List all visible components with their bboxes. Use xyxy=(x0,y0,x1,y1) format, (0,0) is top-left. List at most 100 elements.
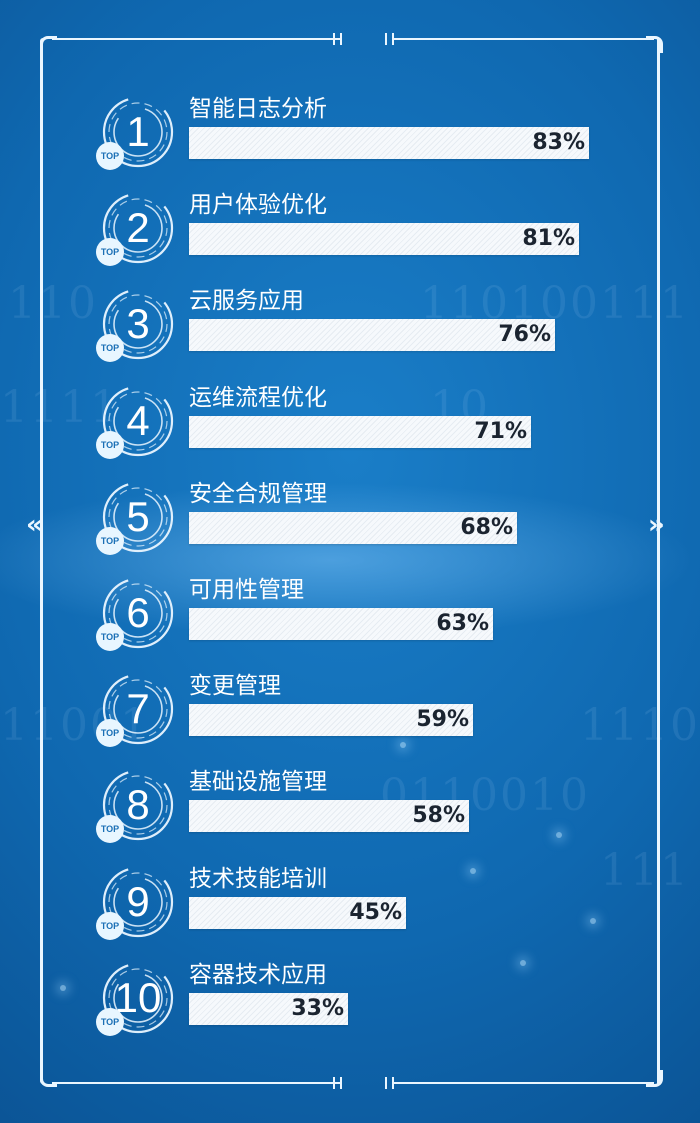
rank-item-3: 3 TOP 云服务应用 76% xyxy=(0,286,700,382)
value-bar: 68% xyxy=(189,511,517,544)
top-tag: TOP xyxy=(96,1007,124,1036)
rank-badge: 5 TOP xyxy=(96,481,174,557)
frame-corner xyxy=(646,36,663,53)
rank-badge: 3 TOP xyxy=(96,288,174,364)
rank-badge: 6 TOP xyxy=(96,577,174,653)
rank-number: 3 xyxy=(126,300,150,348)
value-label: 45% xyxy=(349,899,402,925)
background-digits: 11001 xyxy=(0,700,150,751)
category-label: 智能日志分析 xyxy=(189,96,327,122)
frame-left-edge xyxy=(40,38,43,1084)
top-tag: TOP xyxy=(96,911,124,940)
badge-ring-icon xyxy=(102,866,174,937)
background-glow xyxy=(60,985,66,991)
badge-ring-icon xyxy=(102,770,174,841)
rank-badge: 4 TOP xyxy=(96,385,174,461)
frame-tick xyxy=(340,33,342,45)
frame-tick xyxy=(333,1077,335,1089)
rank-number: 4 xyxy=(126,396,150,444)
badge-ring-icon xyxy=(102,385,174,456)
rank-item-9: 9 TOP 技术技能培训 45% xyxy=(0,864,700,960)
rank-number: 5 xyxy=(126,492,150,540)
value-label: 68% xyxy=(460,514,513,540)
rank-badge: 9 TOP xyxy=(96,866,174,942)
badge-ring-icon xyxy=(102,577,174,649)
value-bar: 58% xyxy=(189,800,469,833)
value-bar: 63% xyxy=(189,608,493,640)
category-label: 安全合规管理 xyxy=(189,480,327,507)
frame-corner xyxy=(40,1070,57,1087)
value-label: 63% xyxy=(436,611,489,636)
rank-item-4: 4 TOP 运维流程优化 71% xyxy=(0,383,700,479)
rank-item-8: 8 TOP 基础设施管理 58% xyxy=(0,767,700,863)
category-label: 技术技能培训 xyxy=(189,865,327,892)
rank-badge: 1 TOP xyxy=(96,96,174,172)
category-label: 基础设施管理 xyxy=(189,769,327,796)
rank-badge: 7 TOP xyxy=(96,673,174,749)
rank-number: 10 xyxy=(114,973,162,1021)
value-bar: 45% xyxy=(189,896,406,929)
value-label: 33% xyxy=(291,995,344,1021)
frame-corner xyxy=(646,1070,663,1087)
frame-bottom-edge-left xyxy=(52,1082,342,1084)
top-tag: TOP xyxy=(96,719,124,748)
frame-top-edge-right xyxy=(392,38,654,40)
category-label: 云服务应用 xyxy=(189,288,304,315)
value-bar: 76% xyxy=(189,319,555,352)
category-label: 可用性管理 xyxy=(189,577,304,603)
rank-number: 1 xyxy=(126,108,150,155)
badge-ring-icon xyxy=(102,962,174,1033)
rank-number: 2 xyxy=(126,204,150,252)
category-label: 运维流程优化 xyxy=(189,384,327,411)
category-label: 用户体验优化 xyxy=(189,192,327,219)
top-tag: TOP xyxy=(96,238,124,267)
value-label: 58% xyxy=(412,803,465,829)
top-tag: TOP xyxy=(96,815,124,844)
value-label: 59% xyxy=(416,707,469,733)
badge-ring-icon xyxy=(102,674,174,745)
rank-badge: 10 TOP xyxy=(96,962,174,1038)
value-bar: 59% xyxy=(189,704,473,737)
frame-tick xyxy=(333,33,335,45)
value-label: 83% xyxy=(532,130,585,155)
badge-ring-icon xyxy=(102,481,174,552)
background-digits: 110 xyxy=(8,278,98,329)
top-tag: TOP xyxy=(96,623,124,651)
rank-badge: 2 TOP xyxy=(96,192,174,268)
frame-tick xyxy=(385,33,387,45)
rank-item-7: 7 TOP 变更管理 59% xyxy=(0,671,700,767)
value-bar: 33% xyxy=(189,992,348,1025)
background-glow xyxy=(520,960,526,966)
rank-item-2: 2 TOP 用户体验优化 81% xyxy=(0,190,700,286)
background-digits: 111 xyxy=(600,845,690,896)
value-bar: 81% xyxy=(189,223,579,256)
badge-ring-icon xyxy=(102,96,174,168)
background-glow xyxy=(590,918,596,924)
prev-arrow-icon[interactable]: « xyxy=(26,510,43,540)
background-digits: 1110 xyxy=(580,700,700,751)
background-glow xyxy=(556,832,562,838)
value-bar: 83% xyxy=(189,127,589,159)
badge-ring-icon xyxy=(102,289,174,360)
category-label: 变更管理 xyxy=(189,673,281,700)
rank-badge: 8 TOP xyxy=(96,769,174,845)
rank-item-10: 10 TOP 容器技术应用 33% xyxy=(0,960,700,1056)
category-label: 容器技术应用 xyxy=(189,961,327,988)
background-glow xyxy=(470,868,476,874)
rank-item-5: 5 TOP 安全合规管理 68% xyxy=(0,479,700,575)
rank-number: 9 xyxy=(126,877,150,925)
top-tag: TOP xyxy=(96,526,124,555)
frame-tick xyxy=(392,33,394,45)
value-label: 81% xyxy=(522,226,575,252)
frame-right-edge xyxy=(657,38,660,1084)
value-bar: 71% xyxy=(189,415,531,448)
next-arrow-icon[interactable]: » xyxy=(648,510,665,540)
frame-tick xyxy=(385,1077,387,1089)
badge-ring-icon xyxy=(102,193,174,264)
rank-number: 7 xyxy=(126,685,150,733)
frame-top-edge-left xyxy=(52,38,342,40)
frame-corner xyxy=(40,36,57,53)
frame-tick xyxy=(392,1077,394,1089)
rank-item-1: 1 TOP 智能日志分析 83% xyxy=(0,94,700,190)
